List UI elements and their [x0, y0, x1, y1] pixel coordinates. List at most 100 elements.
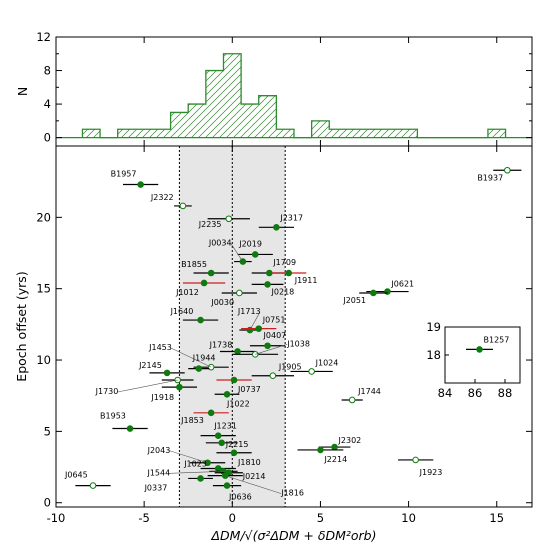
leader-line — [230, 243, 244, 262]
hist-bar — [135, 129, 153, 138]
point-marker — [331, 443, 338, 451]
hist-ytick-label: 4 — [44, 97, 51, 111]
data-point-j0751: J0751 — [241, 316, 285, 332]
data-point-j0030: J0030 — [210, 289, 257, 307]
point-label: J0751 — [262, 316, 286, 325]
leader-line — [249, 311, 261, 331]
point-label: J0645 — [64, 471, 88, 480]
scatter-xtick-label: -5 — [138, 511, 149, 525]
hist-bar — [329, 129, 347, 138]
data-point-j1022: J1022 — [214, 390, 250, 408]
data-point-j1038: J1038 — [232, 339, 310, 358]
data-point-b1953: B1953 — [100, 412, 148, 432]
point-marker — [197, 475, 204, 482]
data-point-j1024: J1024 — [290, 358, 339, 375]
point-label: J2235 — [198, 220, 222, 229]
data-point-j0407: J0407 — [249, 331, 286, 350]
point-marker — [236, 289, 243, 297]
point-marker — [412, 456, 419, 464]
histogram-panel: 0 4 8 12 N — [15, 30, 533, 147]
point-marker — [230, 449, 238, 457]
hist-bar — [276, 129, 294, 138]
scatter-ytick-label: 5 — [44, 424, 51, 438]
data-point-j1730: J1730 — [95, 376, 194, 396]
data-point-j2051: J2051 — [342, 289, 388, 305]
point-label: J1024 — [315, 358, 339, 367]
point-marker — [251, 251, 259, 258]
scatter-frame — [55, 145, 533, 508]
point-label: J1544 — [146, 468, 170, 477]
hist-bar — [346, 129, 365, 138]
inset-point-marker — [476, 346, 483, 353]
point-marker — [308, 368, 315, 375]
hist-bar — [382, 129, 400, 138]
scatter-ylabel: Epoch offset (yrs) — [14, 271, 29, 381]
point-label: J0636 — [228, 493, 252, 502]
point-marker — [234, 348, 241, 355]
point-label: J1640 — [170, 307, 194, 316]
point-label: J0621 — [390, 280, 414, 289]
scatter-ytick-label: 15 — [36, 282, 51, 296]
leader-line — [169, 450, 208, 464]
point-label: B1855 — [181, 260, 207, 269]
data-point-j2235: J2235 — [198, 215, 250, 229]
data-point-j1012: J1012 — [175, 279, 226, 297]
data-point-j2317: J2317 — [258, 213, 303, 231]
point-marker — [137, 181, 144, 188]
hist-bar — [152, 129, 171, 138]
point-label: J1022 — [226, 399, 250, 408]
scatter-xtick-label: 0 — [229, 511, 236, 525]
hist-ytick-label: 8 — [44, 64, 51, 78]
data-point-j0337: J0337 — [144, 475, 213, 492]
point-label: J1905 — [278, 363, 302, 372]
data-point-j1853: J1853 — [180, 409, 229, 425]
inset-ytick-label: 18 — [426, 348, 441, 362]
data-point-j1810: J1810 — [216, 449, 261, 467]
hist-bar — [311, 120, 330, 138]
point-marker — [163, 369, 171, 377]
hist-ytick-label: 12 — [36, 30, 51, 44]
data-point-j2145: J2145 — [138, 361, 185, 377]
point-marker — [197, 316, 204, 324]
point-label: J1023 — [183, 459, 207, 468]
point-marker — [223, 390, 231, 398]
point-label: J2214 — [323, 455, 347, 464]
hist-bar — [117, 129, 136, 138]
hist-bar — [258, 95, 277, 138]
data-point-j2302: J2302 — [318, 436, 361, 451]
data-point-j0034: J0034 — [208, 239, 252, 265]
point-label: J2051 — [342, 296, 366, 305]
point-marker — [230, 376, 238, 384]
point-label: J0337 — [144, 483, 168, 492]
inset-xtick-label: 86 — [468, 386, 483, 400]
data-point-j0645: J0645 — [64, 471, 111, 489]
data-point-j1816: J1816 — [207, 472, 304, 498]
point-label: J2145 — [138, 361, 162, 370]
point-marker — [179, 202, 187, 210]
point-label: J1730 — [95, 387, 119, 396]
data-point-b1855: B1855 — [181, 260, 229, 277]
data-point-j0218: J0218 — [251, 281, 295, 296]
data-point-j2019: J2019 — [237, 239, 273, 258]
point-label: J2019 — [238, 239, 262, 248]
point-marker — [264, 342, 271, 350]
point-label: J2043 — [147, 446, 171, 455]
hist-ytick-label: 0 — [44, 131, 51, 145]
inset-xtick-label: 88 — [498, 386, 513, 400]
point-marker — [126, 425, 134, 432]
point-marker — [225, 215, 233, 223]
point-label: J1810 — [237, 458, 261, 467]
point-label: J0218 — [271, 287, 295, 296]
point-marker — [269, 372, 277, 380]
scatter-panel: B1957 B1937 J2322 J2235 J2317 J2019 J0034 J1709… — [14, 145, 533, 543]
point-marker — [317, 446, 324, 454]
data-point-j1911: J1911 — [271, 269, 317, 285]
point-label: J2215 — [225, 440, 249, 449]
point-label: J0737 — [237, 385, 261, 394]
point-label: J1453 — [148, 343, 172, 352]
hist-bar — [188, 104, 206, 138]
point-marker — [348, 396, 356, 404]
point-marker — [255, 325, 263, 332]
point-marker — [200, 279, 208, 287]
point-marker — [218, 439, 226, 447]
